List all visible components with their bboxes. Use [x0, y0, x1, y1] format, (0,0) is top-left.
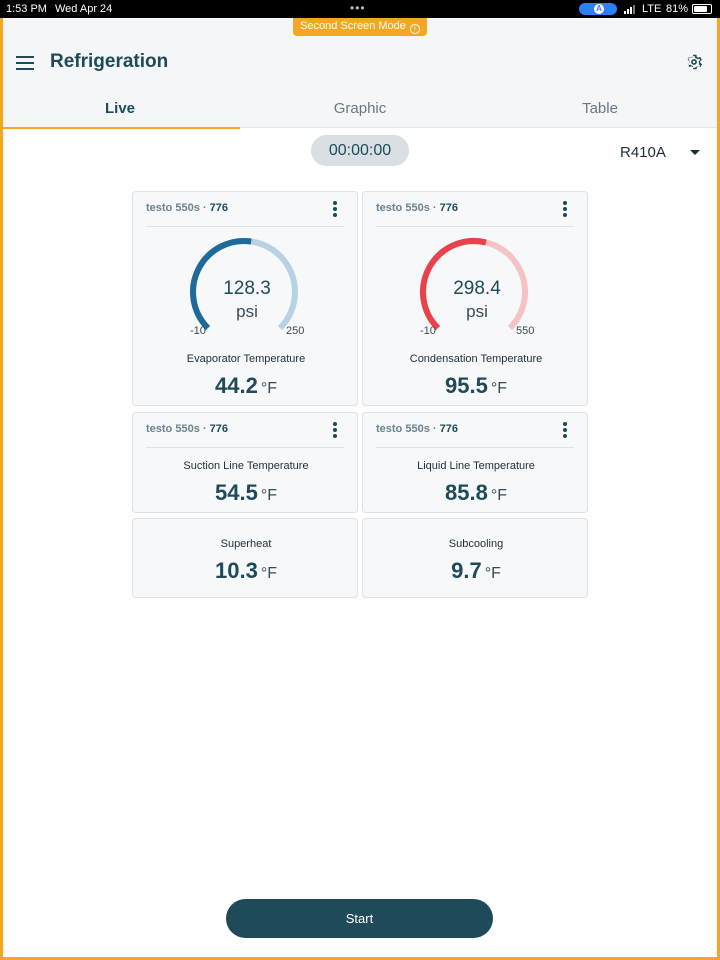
gauge-value: 298.4 [453, 278, 501, 299]
condensation-card: testo 550s · 776 298.4 psi -10 550 Conde… [362, 191, 588, 406]
pressure-gauge [190, 238, 298, 331]
gear-icon[interactable] [684, 52, 704, 72]
gauge-value: 128.3 [223, 278, 271, 299]
more-options-icon[interactable] [563, 422, 567, 438]
device-serial: 776 [209, 423, 228, 435]
divider [376, 447, 574, 448]
device-serial: 776 [439, 202, 458, 214]
measurement-value: 10.3 °F [215, 558, 277, 583]
measurement-label: Condensation Temperature [409, 353, 543, 365]
measurement-value: 95.5 °F [445, 373, 507, 398]
gauge-max-label: 550 [516, 325, 535, 337]
measurement-value: 44.2 °F [215, 373, 277, 398]
measurement-label: Suction Line Temperature [183, 460, 309, 472]
measurement-label: Liquid Line Temperature [417, 460, 535, 472]
divider [376, 226, 574, 227]
tab-bar: Live Graphic Table [0, 98, 720, 129]
superheat-card: Superheat 10.3 °F [132, 518, 358, 598]
device-name: testo 550s · 776 [376, 202, 458, 214]
battery-icon [692, 4, 712, 14]
tab-graphic[interactable]: Graphic [333, 100, 387, 117]
measurement-value: 85.8 °F [445, 480, 507, 505]
location-pill-icon: A [579, 3, 617, 15]
status-bar: 1:53 PM Wed Apr 24 ••• A LTE 81% [0, 0, 720, 18]
gauge-fill [420, 238, 487, 331]
page-title: Refrigeration [50, 51, 169, 72]
more-options-icon[interactable] [563, 201, 567, 217]
timer-display: 00:00:00 [311, 135, 409, 166]
gauge-max-label: 250 [286, 325, 305, 337]
measurement-value: 9.7 °F [451, 558, 501, 583]
device-name: testo 550s · 776 [376, 423, 458, 435]
divider [146, 447, 344, 448]
start-button[interactable]: Start [226, 899, 493, 938]
subcooling-card: Subcooling 9.7 °F [362, 518, 588, 598]
refrigerant-select[interactable]: R410A [620, 144, 666, 161]
gauge-min-label: -10 [190, 325, 206, 337]
tab-live[interactable]: Live [104, 100, 135, 117]
more-options-icon[interactable] [333, 201, 337, 217]
status-date: Wed Apr 24 [55, 3, 113, 15]
status-time: 1:53 PM [6, 3, 47, 15]
menu-icon[interactable] [16, 56, 34, 70]
device-serial: 776 [439, 423, 458, 435]
more-options-icon[interactable] [333, 422, 337, 438]
active-tab-indicator [0, 127, 240, 129]
liquid-line-card: testo 550s · 776 Liquid Line Temperature… [362, 412, 588, 513]
tab-table[interactable]: Table [582, 100, 618, 117]
network-type: LTE [642, 3, 662, 15]
signal-icon [624, 5, 638, 14]
measurement-label: Evaporator Temperature [186, 353, 306, 365]
divider [146, 226, 344, 227]
device-serial: 776 [209, 202, 228, 214]
measurement-label: Subcooling [448, 538, 504, 550]
device-name: testo 550s · 776 [146, 423, 228, 435]
evaporator-card: testo 550s · 776 128.3 psi -10 250 Evapo… [132, 191, 358, 406]
device-name: testo 550s · 776 [146, 202, 228, 214]
measurement-value: 54.5 °F [215, 480, 277, 505]
second-screen-mode-badge[interactable]: Second Screen Mode i [293, 18, 427, 36]
multitask-dots-icon[interactable]: ••• [350, 1, 366, 15]
suction-line-card: testo 550s · 776 Suction Line Temperatur… [132, 412, 358, 513]
caret-down-icon[interactable] [690, 150, 700, 155]
battery-percent: 81% [666, 3, 689, 15]
app-bar: Refrigeration Live Graphic Table [0, 18, 720, 129]
measurement-label: Superheat [220, 538, 272, 550]
info-icon[interactable]: i [409, 24, 420, 34]
gauge-min-label: -10 [420, 325, 436, 337]
gauge-unit: psi [466, 302, 488, 321]
gauge-fill [190, 238, 252, 331]
pressure-gauge [420, 238, 528, 331]
gauge-unit: psi [236, 302, 258, 321]
second-screen-label: Second Screen Mode [300, 20, 406, 32]
